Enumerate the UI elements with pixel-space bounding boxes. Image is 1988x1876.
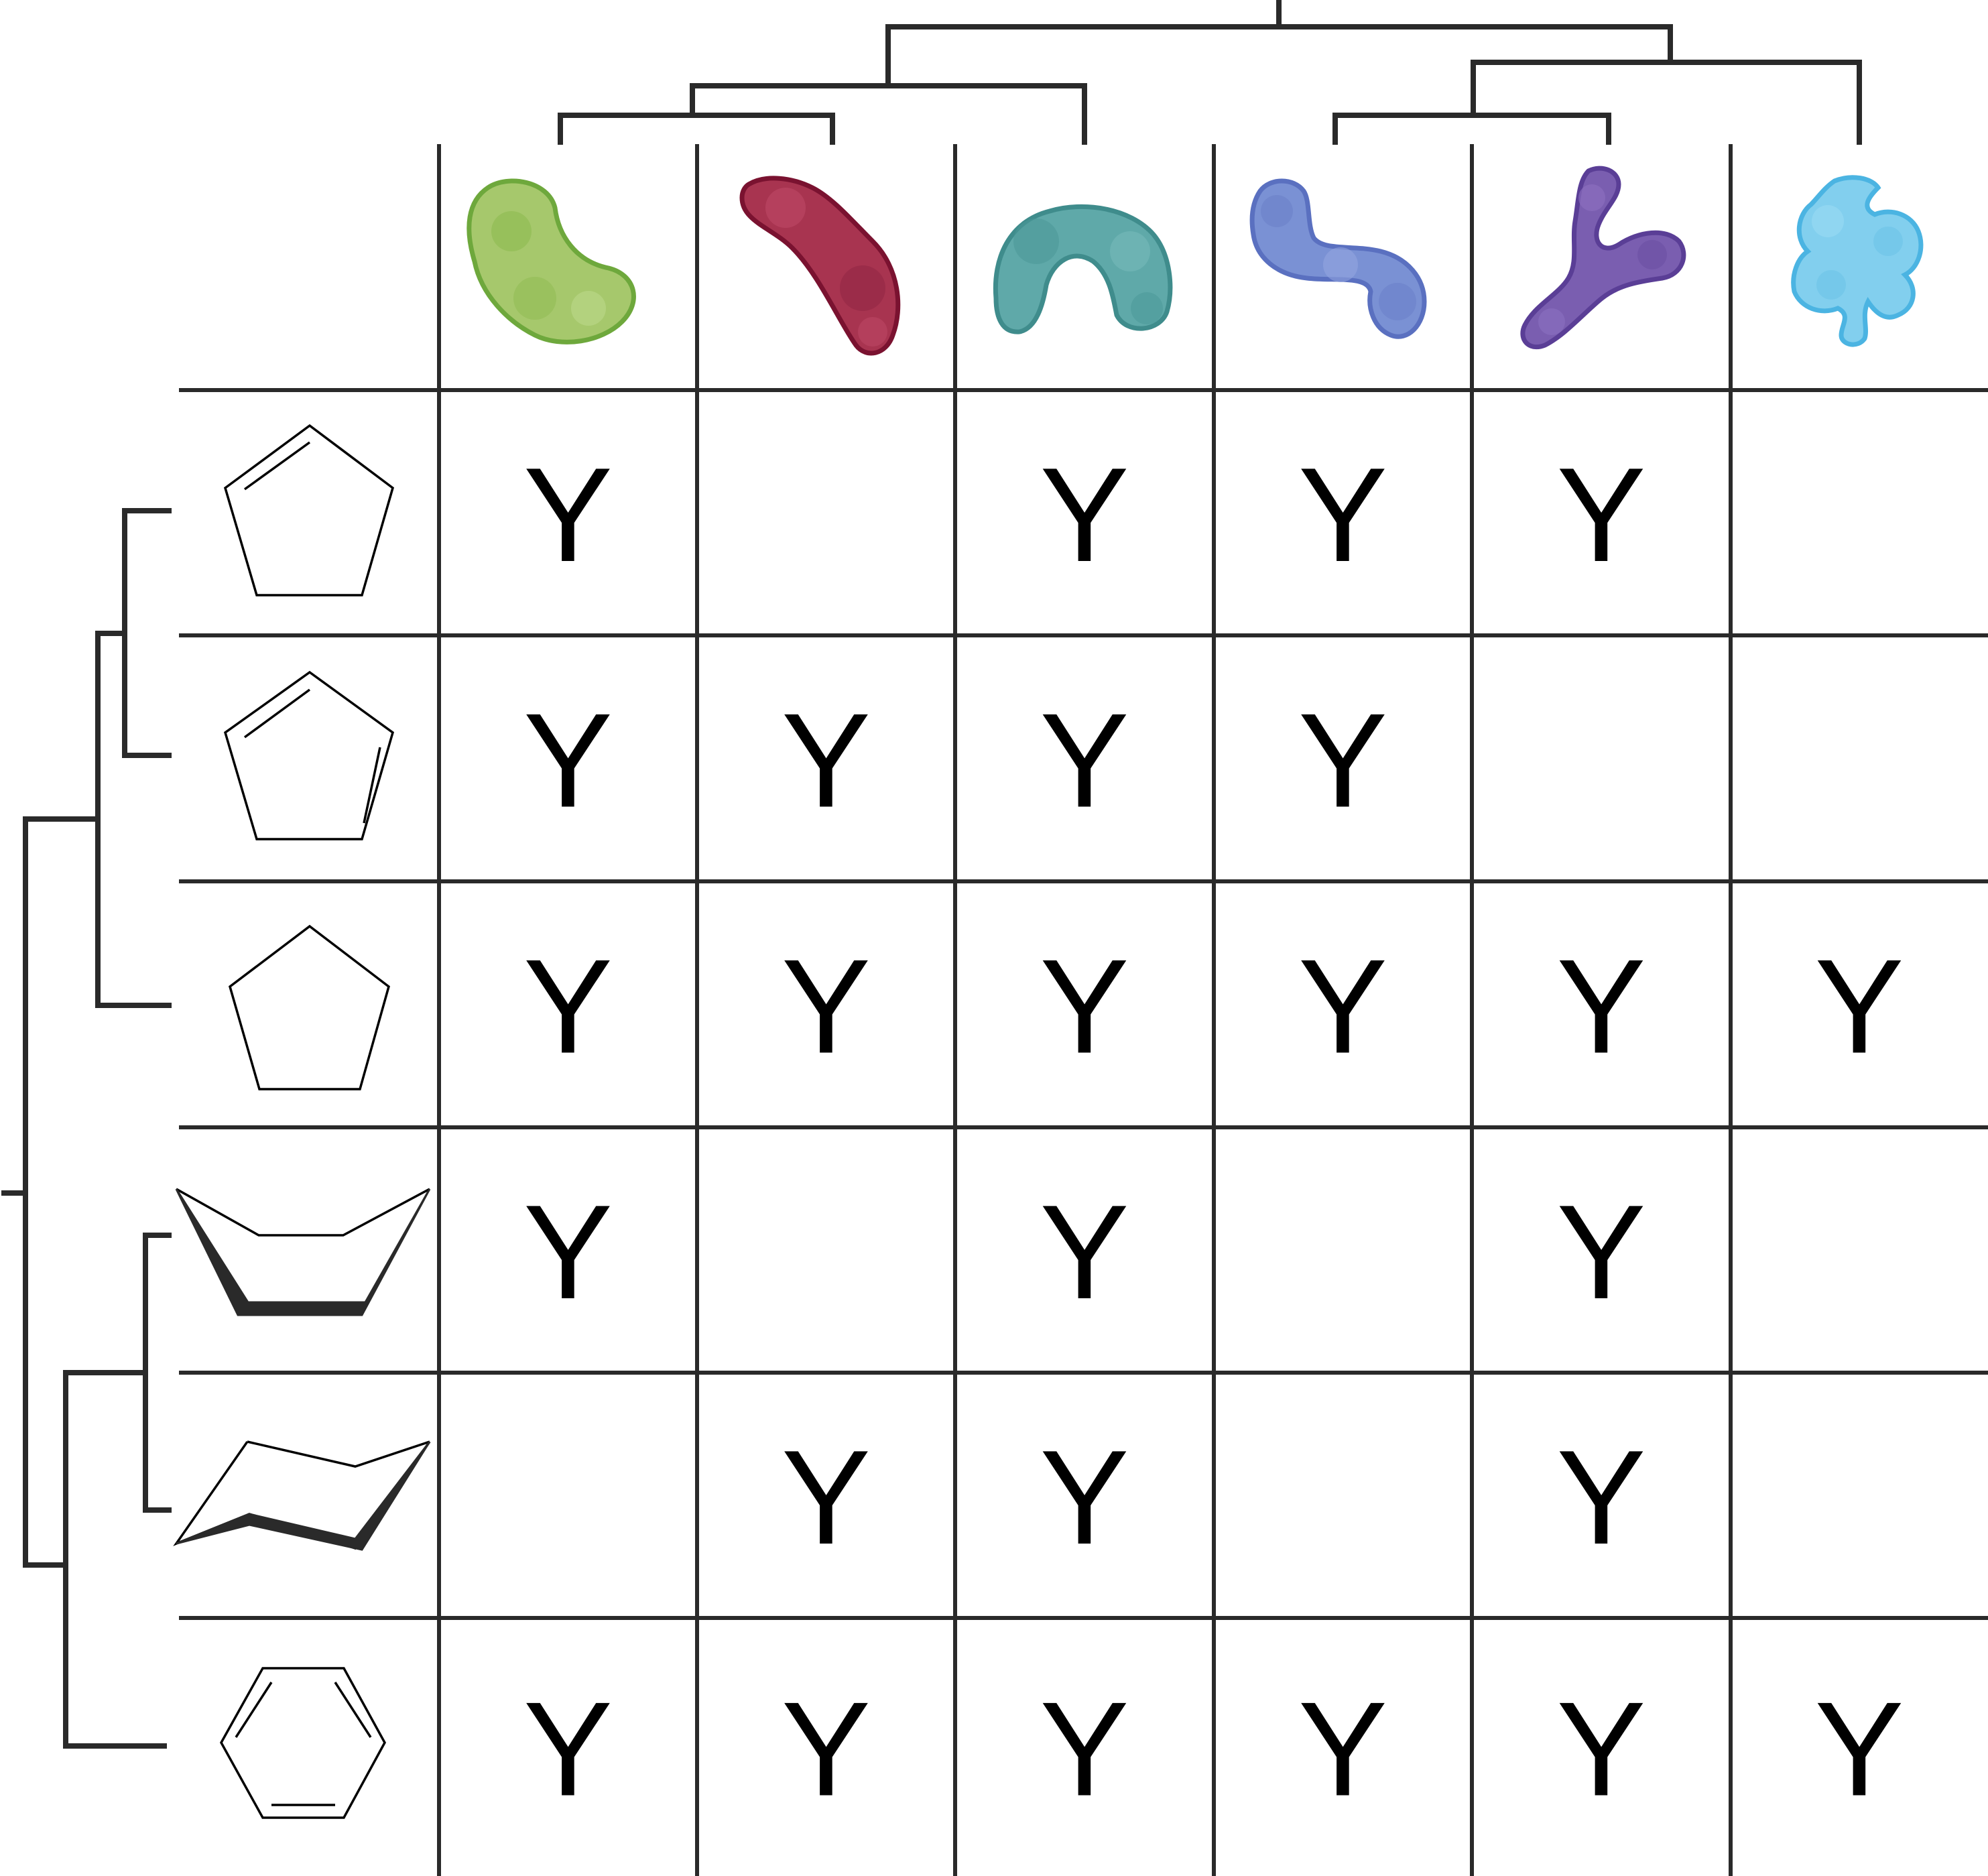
matrix-mark-r3-c4: Y [1298, 932, 1387, 1082]
matrix-mark-r4-c1: Y [523, 1178, 613, 1327]
blue-s-shaped-protein-icon [1249, 178, 1427, 339]
cyclopentane-icon [228, 924, 391, 1090]
matrix-mark-r1-c3: Y [1040, 440, 1129, 590]
matrix-mark-r3-c3: Y [1040, 932, 1129, 1082]
row-dendrogram-lower-clade [63, 1233, 172, 1749]
matrix-mark-r5-c5: Y [1556, 1423, 1645, 1572]
teal-arch-protein-icon [993, 204, 1173, 334]
matrix-mark-r6-c6: Y [1814, 1675, 1904, 1824]
cyclopentadiene-icon [223, 670, 395, 840]
matrix-grid [179, 144, 1988, 1876]
row-dendrogram [1, 508, 172, 1749]
column-headers [467, 166, 1924, 356]
matrix-mark-r5-c3: Y [1040, 1423, 1129, 1572]
matrix-mark-r4-c5: Y [1556, 1178, 1645, 1327]
matrix-mark-r2-c4: Y [1298, 686, 1387, 836]
column-dendrogram-left-clade [558, 83, 1087, 145]
cyclohexane-chair-icon [173, 1440, 431, 1551]
matrix-mark-r6-c1: Y [523, 1675, 613, 1824]
matrix-mark-r6-c3: Y [1040, 1675, 1129, 1824]
matrix-mark-r2-c3: Y [1040, 686, 1129, 836]
matrix-mark-r1-c1: Y [523, 440, 613, 590]
matrix-marks: Y Y Y YY Y Y YY Y Y Y Y YY Y YY Y YY Y Y Y Y Y [523, 440, 1904, 1824]
sky-blue-lobed-protein-icon [1791, 175, 1924, 347]
row-dendrogram-root [1, 816, 101, 1568]
benzene-icon [219, 1667, 386, 1819]
matrix-mark-r6-c5: Y [1556, 1675, 1645, 1824]
matrix-mark-r1-c5: Y [1556, 440, 1645, 590]
matrix-mark-r5-c2: Y [782, 1423, 871, 1572]
matrix-mark-r2-c2: Y [782, 686, 871, 836]
matrix-mark-r1-c4: Y [1298, 440, 1387, 590]
column-dendrogram [558, 0, 1862, 145]
matrix-mark-r2-c1: Y [523, 686, 613, 836]
matrix-mark-r6-c2: Y [782, 1675, 871, 1824]
cyclopentene-icon [223, 424, 395, 597]
column-dendrogram-right-clade [1332, 60, 1862, 145]
crimson-bean-protein-icon [739, 176, 901, 356]
column-dendrogram-root [885, 0, 1673, 88]
matrix-mark-r3-c5: Y [1556, 932, 1645, 1082]
row-headers [173, 424, 431, 1819]
matrix-mark-r4-c3: Y [1040, 1178, 1129, 1327]
cyclohexane-boat-icon [175, 1188, 431, 1316]
matrix-mark-r3-c1: Y [523, 932, 613, 1082]
matrix-mark-r3-c6: Y [1814, 932, 1904, 1082]
purple-y-shaped-protein-icon [1520, 166, 1686, 350]
row-dendrogram-upper-clade [95, 508, 172, 1008]
green-l-shaped-protein-icon [467, 178, 636, 345]
matrix-mark-r6-c4: Y [1298, 1675, 1387, 1824]
matrix-mark-r3-c2: Y [782, 932, 871, 1082]
